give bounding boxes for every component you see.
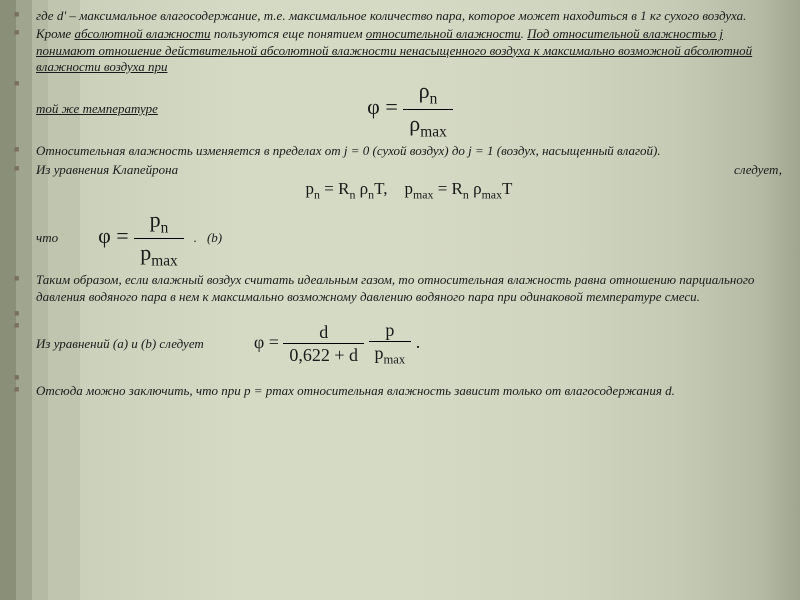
num-sub: n (161, 219, 169, 236)
text: . (194, 230, 197, 246)
var-phi: φ (254, 332, 264, 352)
text: Отсюда можно заключить, что при p = pmax… (36, 383, 675, 398)
underline-text: абсолютной влажности (74, 26, 210, 41)
underline-text: той же температуре (36, 101, 158, 117)
den-var: p (375, 343, 384, 363)
var-phi: φ (367, 94, 380, 119)
text: Таким образом, если влажный воздух счита… (36, 272, 754, 303)
underline-text: относительной влажности (366, 26, 521, 41)
formula-phi-rho: φ = ρn ρmax (168, 77, 652, 141)
var: p (404, 179, 413, 198)
num-var: p (385, 320, 394, 340)
text: Из уравнения Клапейрона (36, 162, 178, 178)
bullet-5: Из уравнения Клапейрона следует, pn = Rn… (36, 162, 782, 271)
var: ρ (473, 179, 481, 198)
den-var: 0,622 + d (289, 345, 358, 365)
fraction: ρn ρmax (403, 77, 452, 141)
bullet-1: где d' – максимальное влагосодержание, т… (36, 8, 782, 24)
var: T (502, 179, 512, 198)
text: где d' – максимальное влагосодержание, т… (36, 8, 746, 23)
bullet-4: Относительная влажность изменяется в пре… (36, 143, 782, 159)
fraction: pn pmax (134, 206, 184, 270)
fraction-1: d 0,622 + d (283, 321, 364, 367)
var: R (338, 179, 349, 198)
var: R (452, 179, 463, 198)
den-sub: max (384, 353, 406, 367)
text: что (36, 230, 58, 246)
den-var: ρ (409, 111, 420, 136)
formula-phi-d: φ = d 0,622 + d p pmax . (254, 319, 420, 369)
text: (b) (207, 230, 222, 246)
den-sub: max (420, 123, 447, 140)
den-sub: max (151, 252, 178, 269)
sub: n (314, 187, 320, 201)
bullet-spacer-2 (36, 371, 782, 381)
bullet-spacer (36, 307, 782, 317)
num-var: p (150, 207, 161, 232)
text: пользуются еще понятием (211, 26, 366, 41)
var: ρ (360, 179, 368, 198)
formula-phi-p: φ = pn pmax (98, 206, 184, 270)
bullet-8: Отсюда можно заключить, что при p = pmax… (36, 383, 782, 399)
bullet-3: той же температуре φ = ρn ρmax (36, 77, 782, 141)
sub: n (349, 187, 355, 201)
text: Кроме (36, 26, 74, 41)
sub: max (482, 187, 502, 201)
num-var: ρ (419, 78, 430, 103)
var: p (306, 179, 315, 198)
fraction-2: p pmax (369, 319, 412, 369)
sub: max (413, 187, 433, 201)
bullet-2: Кроме абсолютной влажности пользуются ещ… (36, 26, 782, 75)
var-phi: φ (98, 223, 111, 248)
text: следует, (734, 162, 782, 178)
den-var: p (140, 240, 151, 265)
formula-clapeyron: pn = Rn ρnT, pmax = Rn ρmaxT (36, 178, 782, 202)
text: Из уравнений (a) и (b) следует (36, 336, 204, 352)
bullet-7: Из уравнений (a) и (b) следует φ = d 0,6… (36, 319, 782, 369)
text: Относительная влажность изменяется в пре… (36, 143, 661, 158)
num-sub: n (430, 90, 438, 107)
num-var: d (319, 322, 328, 342)
sub: n (463, 187, 469, 201)
var: T (374, 179, 383, 198)
bullet-6: Таким образом, если влажный воздух счита… (36, 272, 782, 305)
